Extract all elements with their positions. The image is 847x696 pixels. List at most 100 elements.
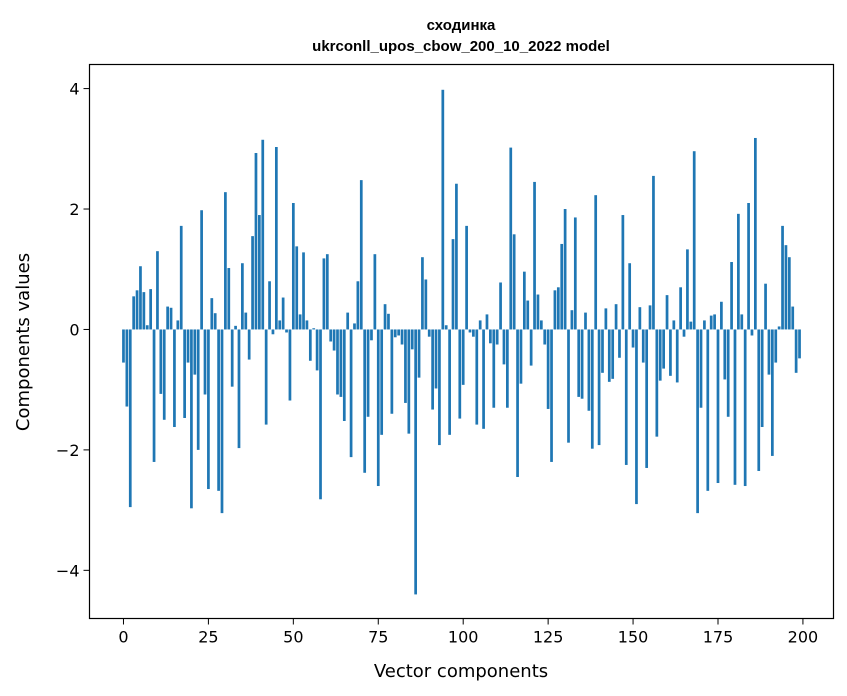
bar-41 — [261, 139, 265, 330]
bar-68 — [353, 323, 356, 330]
bar-185 — [750, 329, 754, 336]
bar-44 — [271, 329, 275, 335]
bar-176 — [720, 301, 723, 330]
bar-105 — [478, 320, 482, 330]
bar-188 — [760, 329, 764, 428]
bar-129 — [560, 243, 564, 330]
bar-174 — [713, 314, 716, 330]
bar-84 — [407, 329, 411, 434]
bar-197 — [791, 306, 795, 330]
bar-31 — [227, 268, 231, 330]
bar-0 — [122, 329, 125, 363]
bar-85 — [410, 329, 414, 350]
bar-170 — [699, 329, 703, 408]
bar-130 — [563, 209, 567, 330]
bar-3 — [132, 296, 136, 330]
bar-181 — [737, 213, 740, 330]
bar-169 — [696, 329, 699, 514]
bar-187 — [757, 329, 761, 471]
bar-2 — [128, 329, 132, 508]
bar-75 — [376, 329, 380, 487]
bar-57 — [315, 329, 319, 371]
bar-91 — [431, 329, 434, 410]
bar-79 — [390, 329, 394, 414]
bar-180 — [733, 329, 737, 485]
bar-83 — [404, 329, 407, 403]
y-tick-label: −2 — [56, 441, 80, 460]
bar-198 — [794, 329, 798, 373]
bar-131 — [567, 329, 570, 443]
bar-124 — [543, 329, 547, 345]
bar-123 — [539, 320, 543, 330]
bar-54 — [305, 320, 309, 330]
bar-166 — [686, 249, 689, 330]
chart-title: сходинка — [427, 17, 496, 34]
bar-111 — [499, 282, 502, 330]
y-tick-label: 4 — [69, 80, 79, 99]
bar-21 — [193, 329, 197, 375]
bar-128 — [556, 287, 560, 330]
bar-66 — [346, 312, 350, 330]
bar-61 — [329, 329, 333, 342]
bar-179 — [730, 262, 733, 330]
bar-71 — [363, 329, 367, 473]
bar-77 — [383, 304, 387, 330]
bar-48 — [285, 329, 288, 333]
bar-112 — [502, 329, 506, 365]
bar-159 — [662, 329, 665, 369]
bar-5 — [139, 266, 142, 330]
bar-51 — [295, 246, 299, 330]
bar-162 — [672, 320, 676, 330]
bar-160 — [665, 295, 669, 330]
bar-16 — [176, 320, 180, 330]
bar-107 — [485, 314, 489, 330]
bar-72 — [366, 329, 370, 417]
bar-15 — [173, 329, 176, 428]
bar-178 — [726, 329, 730, 417]
x-tick-label: 75 — [368, 628, 388, 647]
bar-40 — [258, 215, 261, 330]
bar-55 — [308, 329, 312, 361]
bar-151 — [635, 329, 638, 505]
bar-172 — [706, 329, 710, 491]
bar-126 — [550, 329, 553, 462]
bar-28 — [217, 329, 220, 491]
bar-92 — [434, 329, 438, 389]
bar-150 — [631, 329, 635, 348]
bar-121 — [533, 181, 536, 330]
bar-115 — [512, 234, 516, 330]
bar-26 — [210, 298, 214, 330]
bar-118 — [522, 271, 526, 330]
bar-63 — [336, 329, 339, 395]
bar-101 — [465, 225, 468, 330]
bar-135 — [580, 329, 584, 399]
bar-10 — [156, 251, 159, 330]
chart-subtitle: ukrconll_upos_cbow_200_10_2022 model — [312, 38, 610, 55]
bar-103 — [472, 329, 475, 337]
bar-43 — [268, 281, 271, 330]
bar-149 — [628, 263, 632, 330]
x-tick-label: 25 — [198, 628, 218, 647]
bar-137 — [587, 329, 591, 411]
bar-4 — [135, 290, 139, 330]
bar-140 — [597, 329, 601, 446]
bar-156 — [652, 175, 655, 330]
x-axis-ticks: 0 25 50 75 100 125 150 175 200 — [118, 618, 818, 647]
bar-29 — [220, 329, 224, 514]
bars-group — [122, 89, 801, 595]
bar-8 — [149, 289, 153, 330]
bar-20 — [190, 329, 193, 509]
bar-45 — [274, 147, 278, 330]
bar-70 — [359, 180, 363, 330]
bar-90 — [427, 329, 431, 337]
bar-82 — [400, 329, 404, 345]
bar-42 — [264, 329, 268, 425]
bar-7 — [145, 325, 149, 330]
x-tick-label: 175 — [703, 628, 734, 647]
bar-190 — [767, 329, 771, 375]
bar-102 — [468, 329, 472, 333]
bar-114 — [509, 147, 513, 330]
bar-13 — [166, 306, 169, 330]
bar-93 — [438, 329, 441, 446]
bar-53 — [302, 252, 305, 330]
